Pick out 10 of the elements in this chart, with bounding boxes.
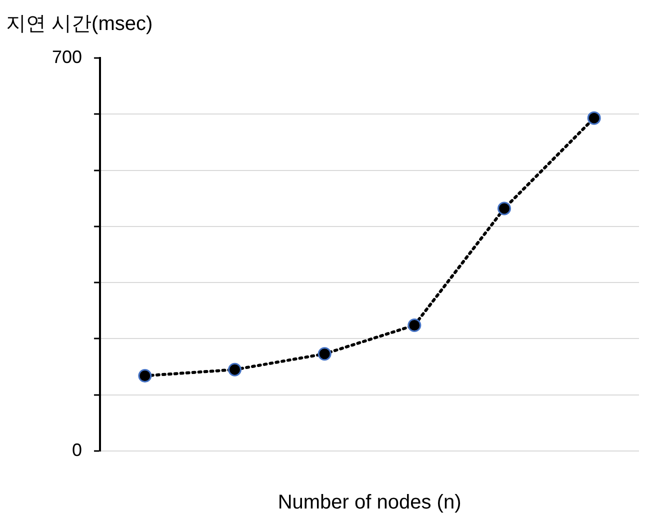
point <box>498 202 512 216</box>
point <box>228 362 242 376</box>
x-axis-title: Number of nodes (n) <box>278 492 462 514</box>
point <box>408 318 422 332</box>
y-tick-label: 700 <box>52 46 82 67</box>
point <box>138 369 152 383</box>
y-axis-title: 지연 시간(msec) <box>6 12 153 37</box>
point <box>318 347 332 361</box>
y-tick-label: 0 <box>72 440 82 460</box>
point <box>587 111 601 125</box>
